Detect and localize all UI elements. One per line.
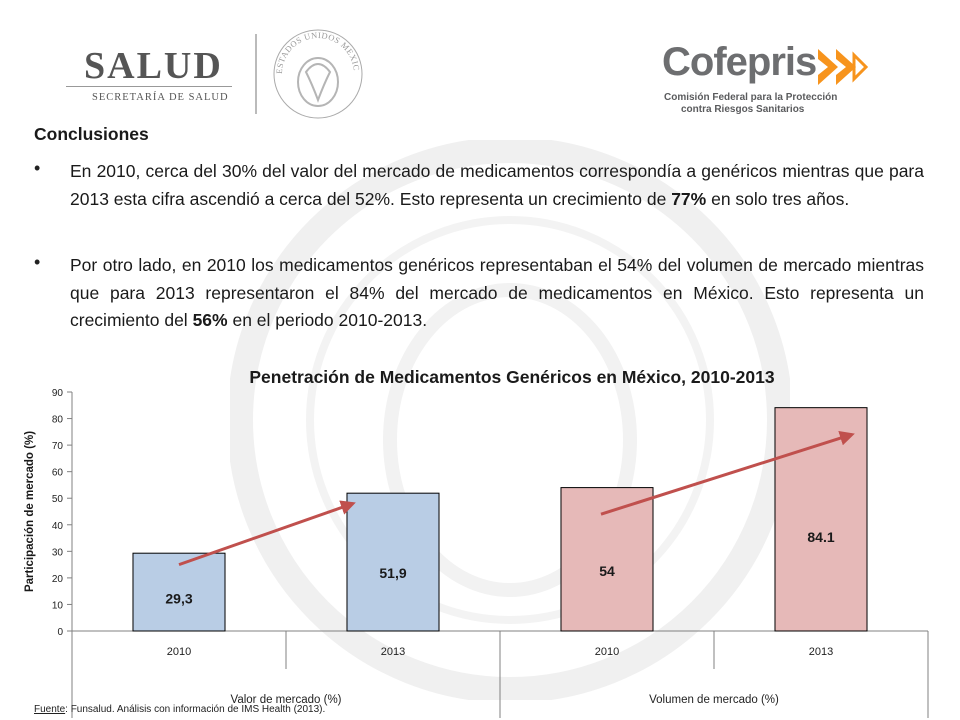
bullet-text-before: Por otro lado, en 2010 los medicamentos … — [70, 255, 924, 330]
footnote-label: Fuente — [34, 704, 66, 715]
trend-arrow — [600, 430, 855, 516]
y-tick-label: 30 — [52, 547, 64, 558]
x-tick-label: 2013 — [381, 646, 405, 658]
y-tick-label: 0 — [57, 627, 63, 638]
data-label: 51,9 — [379, 565, 406, 581]
x-tick-label: 2010 — [595, 646, 619, 658]
bar — [774, 407, 868, 632]
cofepris-arrows-icon — [818, 49, 869, 85]
group-label: Valor de mercado (%) — [231, 694, 342, 706]
data-label: 84.1 — [807, 529, 834, 545]
bullet-text-bold: 56% — [192, 310, 228, 330]
y-tick-label: 10 — [52, 600, 64, 611]
bar — [132, 552, 226, 632]
bullet-text: En 2010, cerca del 30% del valor del mer… — [70, 158, 924, 213]
y-tick-label: 60 — [52, 468, 64, 479]
y-tick-label: 50 — [52, 494, 64, 505]
bar — [346, 492, 440, 632]
cofepris-subtitle-line2: contra Riesgos Sanitarios — [681, 104, 805, 115]
cofepris-logo-name: Cofepris — [662, 40, 817, 84]
salud-logo-rule — [66, 86, 232, 87]
group-label: Volumen de mercado (%) — [649, 694, 779, 706]
bullet-text-after: en solo tres años. — [706, 188, 850, 209]
y-tick-label: 40 — [52, 521, 64, 532]
y-axis-label: Participación de mercado (%) — [24, 431, 36, 592]
bar — [560, 487, 654, 632]
mexican-seal-icon: ESTADOS UNIDOS MEXICANOS — [268, 22, 363, 119]
data-label: 54 — [599, 563, 615, 579]
generic-penetration-chart: Penetración de Medicamentos Genéricos en… — [24, 367, 929, 718]
source-footnote: Fuente: Funsalud. Análisis con informaci… — [34, 704, 325, 715]
bullet-text-before: En 2010, cerca del 30% del valor del mer… — [70, 161, 924, 209]
header-divider — [255, 34, 257, 114]
y-tick-label: 20 — [52, 574, 64, 585]
trend-arrow — [178, 500, 356, 567]
bullet-text-bold: 77% — [671, 188, 707, 209]
section-heading: Conclusiones — [34, 124, 149, 144]
chart-title: Penetración de Medicamentos Genéricos en… — [249, 367, 774, 387]
bullet-text-after: en el periodo 2010-2013. — [227, 310, 428, 330]
footnote-text: : Funsalud. Análisis con información de … — [65, 704, 326, 715]
bullet-text: Por otro lado, en 2010 los medicamentos … — [70, 252, 924, 335]
data-label: 29,3 — [165, 590, 192, 606]
x-tick-label: 2013 — [809, 646, 833, 658]
x-tick-label: 2010 — [167, 646, 191, 658]
salud-logo-subtitle: SECRETARÍA DE SALUD — [92, 92, 229, 103]
y-tick-label: 90 — [52, 388, 64, 399]
bullet-icon: • — [34, 252, 41, 272]
bullet-icon: • — [34, 158, 41, 178]
y-tick-label: 80 — [52, 415, 64, 426]
cofepris-subtitle-line1: Comisión Federal para la Protección — [664, 92, 838, 103]
y-tick-label: 70 — [52, 441, 64, 452]
salud-logo-title: SALUD — [84, 45, 223, 87]
